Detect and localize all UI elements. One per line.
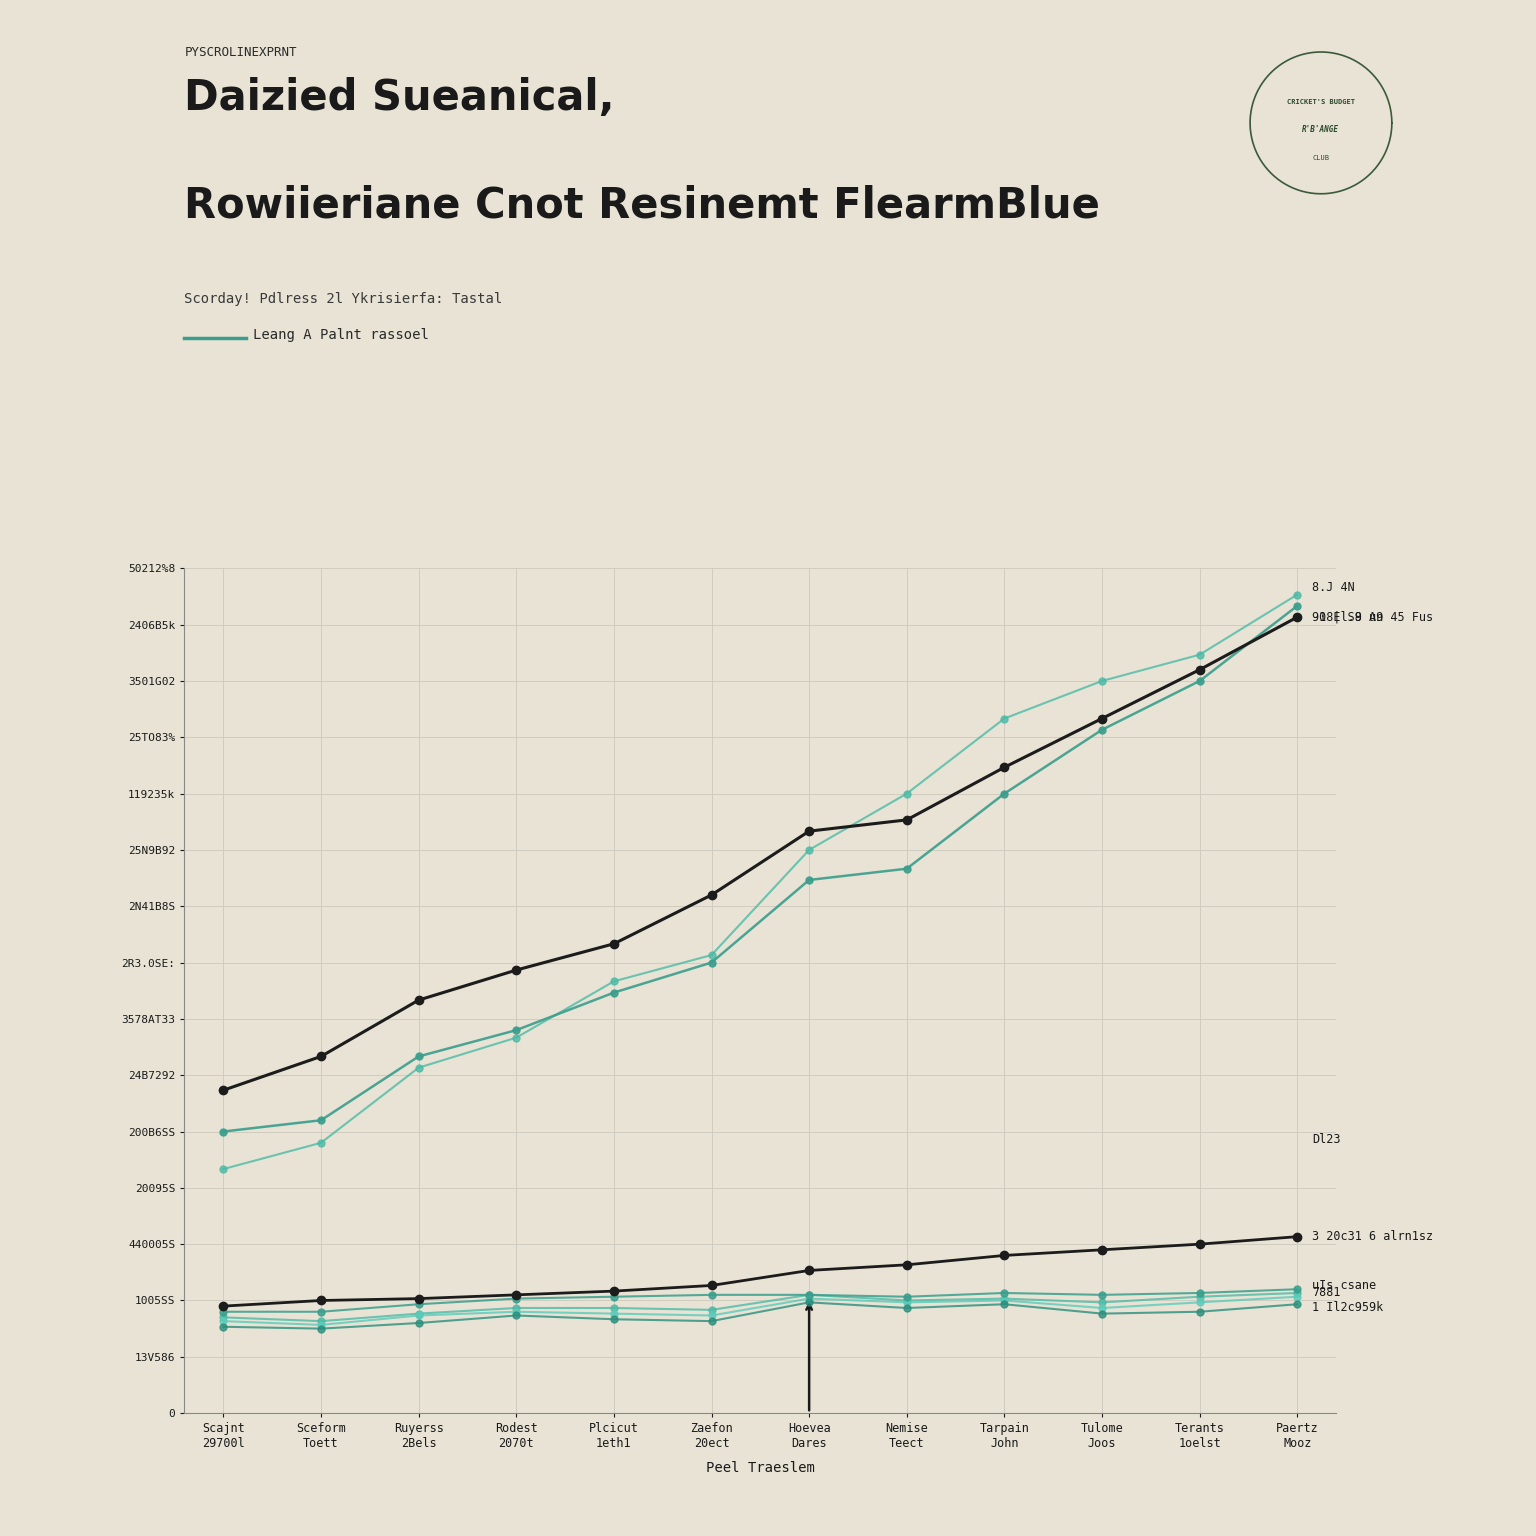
- Text: Rowiieriane Cnot Resinemt FlearmBlue: Rowiieriane Cnot Resinemt FlearmBlue: [184, 184, 1100, 226]
- Text: CLUB: CLUB: [1312, 155, 1330, 161]
- Text: 1 Il2c959k: 1 Il2c959k: [1312, 1301, 1382, 1315]
- Text: Leang A Palnt rassoel: Leang A Palnt rassoel: [253, 327, 430, 343]
- Text: Daizied Sueanical,: Daizied Sueanical,: [184, 77, 614, 118]
- Text: R'B'ANGE: R'B'ANGE: [1303, 126, 1339, 135]
- Text: 7881: 7881: [1312, 1287, 1341, 1299]
- Text: -18| S8 A9: -18| S8 A9: [1312, 611, 1382, 624]
- Text: CRICKET'S BUDGET: CRICKET'S BUDGET: [1287, 98, 1355, 104]
- Text: 3 20c31 6 alrn1sz: 3 20c31 6 alrn1sz: [1312, 1230, 1433, 1243]
- Text: 8.J 4N: 8.J 4N: [1312, 581, 1355, 593]
- Text: PYSCROLINEXPRNT: PYSCROLINEXPRNT: [184, 46, 296, 58]
- Text: Dl23: Dl23: [1312, 1132, 1341, 1146]
- Text: Scorday! Pdlress 2l Ykrisierfa: Tastal: Scorday! Pdlress 2l Ykrisierfa: Tastal: [184, 292, 502, 306]
- Text: uIs csane: uIs csane: [1312, 1279, 1376, 1292]
- Text: 90 El.9 un 45 Fus: 90 El.9 un 45 Fus: [1312, 611, 1433, 624]
- X-axis label: Peel Traeslem: Peel Traeslem: [707, 1461, 814, 1475]
